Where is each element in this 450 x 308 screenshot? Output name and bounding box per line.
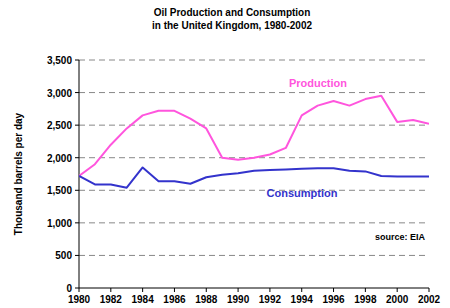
y-tick-label: 500 — [55, 250, 72, 261]
y-tick — [75, 125, 79, 126]
y-axis — [79, 60, 80, 288]
y-tick — [75, 60, 79, 61]
y-tick — [75, 92, 79, 93]
background — [0, 0, 450, 308]
x-tick — [174, 288, 175, 292]
grid-line — [79, 92, 429, 93]
y-tick — [75, 255, 79, 256]
y-tick-label: 2,500 — [47, 120, 72, 131]
x-tick — [365, 288, 366, 292]
x-tick-label: 1990 — [227, 294, 250, 305]
x-tick — [142, 288, 143, 292]
x-tick-label: 1994 — [291, 294, 314, 305]
x-tick-label: 2000 — [386, 294, 409, 305]
chart: Oil Production and Consumption in the Uni… — [0, 0, 450, 308]
y-tick-label: 0 — [66, 283, 72, 294]
y-tick — [75, 157, 79, 158]
x-tick — [301, 288, 302, 292]
grid-line — [79, 255, 429, 256]
x-tick — [110, 288, 111, 292]
x-tick — [206, 288, 207, 292]
x-tick-label: 1996 — [322, 294, 345, 305]
series-line — [79, 167, 429, 187]
grid-line — [79, 190, 429, 191]
x-tick-label: 1986 — [163, 294, 186, 305]
y-tick-label: 1,000 — [47, 218, 72, 229]
x-tick-label: 1988 — [195, 294, 218, 305]
title: Oil Production and Consumption — [154, 7, 311, 18]
x-tick-label: 1992 — [259, 294, 282, 305]
y-tick — [75, 222, 79, 223]
y-tick-label: 3,500 — [47, 55, 72, 66]
x-tick-label: 2002 — [418, 294, 441, 305]
y-tick-label: 1,500 — [47, 185, 72, 196]
x-tick — [429, 288, 430, 292]
x-axis — [79, 288, 429, 289]
grid-line — [79, 222, 429, 223]
y-tick — [75, 288, 79, 289]
series-label: Consumption — [267, 187, 338, 199]
y-tick-label: 3,000 — [47, 88, 72, 99]
x-tick-label: 1980 — [68, 294, 91, 305]
subtitle: in the United Kingdom, 1980-2002 — [152, 20, 312, 31]
series-label: Production — [289, 77, 347, 89]
x-tick — [238, 288, 239, 292]
x-tick-label: 1982 — [100, 294, 123, 305]
x-tick-label: 1984 — [132, 294, 155, 305]
x-tick — [397, 288, 398, 292]
series-line — [79, 96, 429, 176]
grid-line — [79, 60, 429, 61]
y-tick-label: 2,000 — [47, 153, 72, 164]
plot-area — [79, 96, 429, 188]
y-axis-label: Thousand barrels per day — [13, 112, 24, 235]
x-tick — [269, 288, 270, 292]
source-note: source: EIA — [375, 232, 426, 242]
y-tick — [75, 190, 79, 191]
x-tick — [79, 288, 80, 292]
x-tick — [333, 288, 334, 292]
x-tick-label: 1998 — [354, 294, 377, 305]
